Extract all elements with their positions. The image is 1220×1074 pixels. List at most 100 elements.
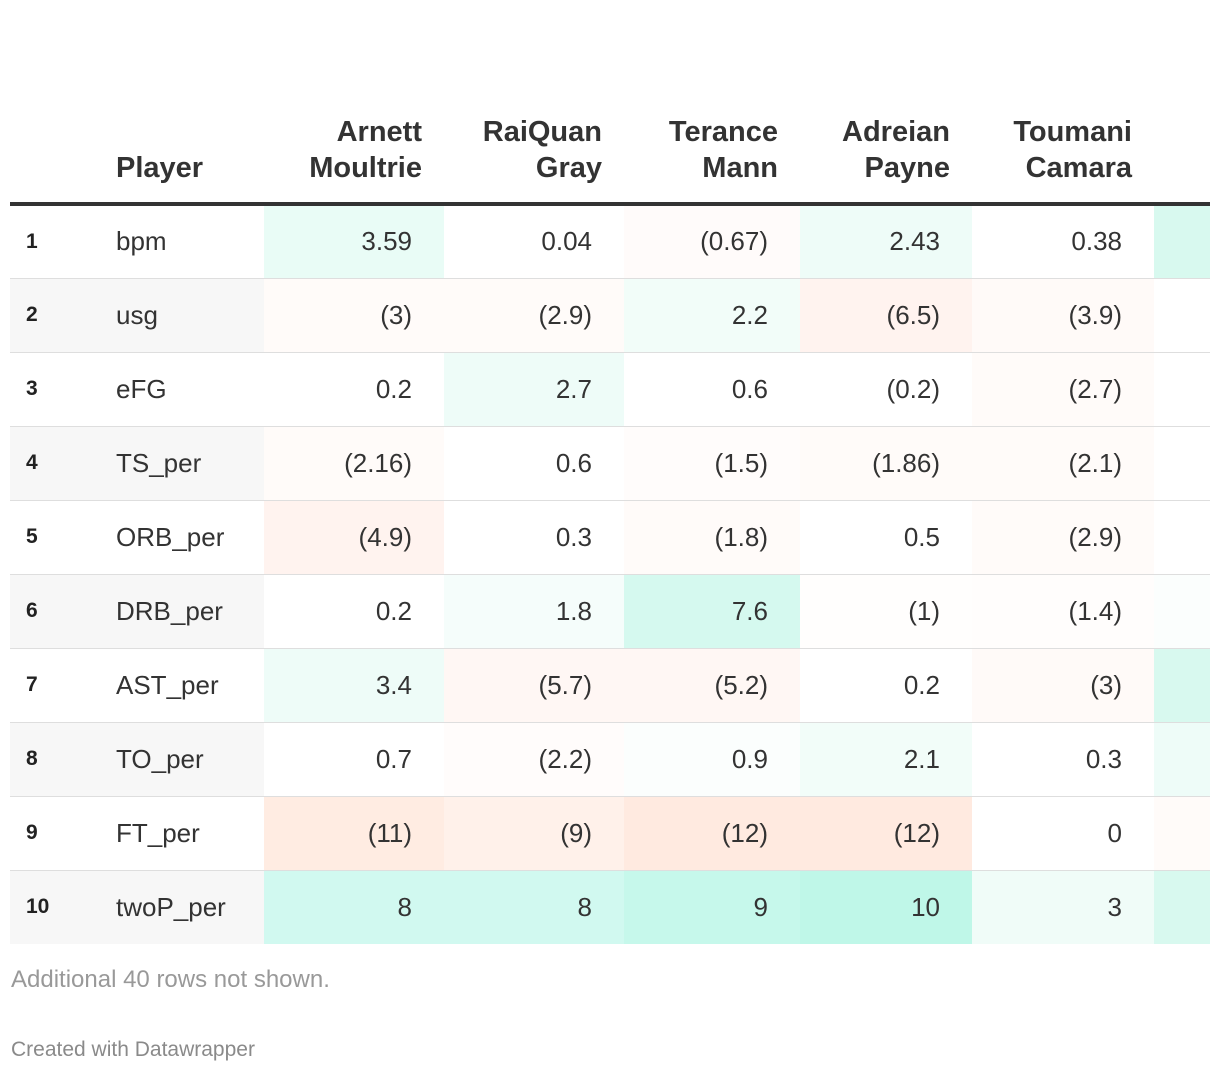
header-row: Player Arnett Moultrie RaiQuan Gray Terance Ma…: [10, 104, 1210, 206]
value-cell: (2.9): [444, 278, 624, 353]
value-cell: 3.59: [264, 204, 444, 279]
datawrapper-credit: Created with Datawrapper: [11, 1038, 255, 1061]
value-cell: (12): [800, 796, 972, 871]
column-header-player-4[interactable]: Adreian Payne: [800, 104, 972, 206]
value-cell: (5.7): [444, 648, 624, 723]
value-cell: 7.6: [624, 574, 800, 649]
row-stat-cell: FT_per: [96, 796, 264, 871]
value-cell: 2.1: [800, 722, 972, 797]
value-cell: (2.1): [972, 426, 1154, 501]
value-cell: (1.8): [624, 500, 800, 575]
row-stat-cell: TO_per: [96, 722, 264, 797]
value-cell: 0.3: [972, 722, 1154, 797]
value-cell: (0.2): [800, 352, 972, 427]
value-cell: (1): [800, 574, 972, 649]
value-cell: [1154, 426, 1210, 501]
column-header-player-3[interactable]: Terance Mann: [624, 104, 800, 206]
value-cell: [1154, 870, 1210, 944]
table-row: 10 twoP_per 8 8 9 10 3: [10, 870, 1210, 944]
table-row: 3 eFG 0.2 2.7 0.6 (0.2) (2.7): [10, 352, 1210, 427]
row-rank-cell: 4: [10, 426, 96, 501]
data-table: Player Arnett Moultrie RaiQuan Gray Terance Ma…: [10, 104, 1210, 944]
column-header-player-6[interactable]: H: [1154, 104, 1210, 206]
table-notes: Additional 40 rows not shown.: [11, 966, 330, 993]
value-cell: 2.43: [800, 204, 972, 279]
value-cell: 0.3: [444, 500, 624, 575]
column-header-player[interactable]: Player: [96, 104, 264, 206]
row-rank-cell: 7: [10, 648, 96, 723]
value-cell: (3): [264, 278, 444, 353]
value-cell: 0.5: [800, 500, 972, 575]
value-cell: 10: [800, 870, 972, 944]
value-cell: 0.2: [264, 352, 444, 427]
value-cell: (4.9): [264, 500, 444, 575]
value-cell: 0.9: [624, 722, 800, 797]
table-row: 7 AST_per 3.4 (5.7) (5.2) 0.2 (3): [10, 648, 1210, 723]
value-cell: [1154, 574, 1210, 649]
row-stat-cell: usg: [96, 278, 264, 353]
value-cell: [1154, 796, 1210, 871]
value-cell: 9: [624, 870, 800, 944]
value-cell: 3: [972, 870, 1154, 944]
value-cell: (1.5): [624, 426, 800, 501]
row-stat-cell: ORB_per: [96, 500, 264, 575]
table-row: 8 TO_per 0.7 (2.2) 0.9 2.1 0.3: [10, 722, 1210, 797]
value-cell: 2.7: [444, 352, 624, 427]
value-cell: 0.6: [444, 426, 624, 501]
value-cell: 0.2: [264, 574, 444, 649]
value-cell: 1.8: [444, 574, 624, 649]
value-cell: 0.04: [444, 204, 624, 279]
column-header-rank[interactable]: [10, 104, 96, 206]
value-cell: 0.6: [624, 352, 800, 427]
value-cell: (2.2): [444, 722, 624, 797]
table-row: 2 usg (3) (2.9) 2.2 (6.5) (3.9): [10, 278, 1210, 353]
row-rank-cell: 6: [10, 574, 96, 649]
value-cell: 0.7: [264, 722, 444, 797]
table-row: 6 DRB_per 0.2 1.8 7.6 (1) (1.4): [10, 574, 1210, 649]
table-body: 1 bpm 3.59 0.04 (0.67) 2.43 0.38 2 usg (3) (2.9) 2.…: [10, 204, 1210, 944]
row-stat-cell: AST_per: [96, 648, 264, 723]
value-cell: (1.4): [972, 574, 1154, 649]
column-header-player-5[interactable]: Toumani Camara: [972, 104, 1154, 206]
table-row: 5 ORB_per (4.9) 0.3 (1.8) 0.5 (2.9): [10, 500, 1210, 575]
value-cell: [1154, 722, 1210, 797]
row-rank-cell: 5: [10, 500, 96, 575]
column-header-player-2[interactable]: RaiQuan Gray: [444, 104, 624, 206]
value-cell: 2.2: [624, 278, 800, 353]
value-cell: 8: [444, 870, 624, 944]
row-rank-cell: 3: [10, 352, 96, 427]
value-cell: [1154, 500, 1210, 575]
value-cell: 0.2: [800, 648, 972, 723]
value-cell: [1154, 204, 1210, 279]
value-cell: (11): [264, 796, 444, 871]
column-header-player-1[interactable]: Arnett Moultrie: [264, 104, 444, 206]
row-rank-cell: 2: [10, 278, 96, 353]
value-cell: (2.16): [264, 426, 444, 501]
data-table-container: Player Arnett Moultrie RaiQuan Gray Terance Ma…: [10, 104, 1210, 948]
value-cell: [1154, 278, 1210, 353]
value-cell: (2.9): [972, 500, 1154, 575]
value-cell: 3.4: [264, 648, 444, 723]
table-header: Player Arnett Moultrie RaiQuan Gray Terance Ma…: [10, 104, 1210, 206]
value-cell: (12): [624, 796, 800, 871]
row-rank-cell: 10: [10, 870, 96, 944]
value-cell: 0: [972, 796, 1154, 871]
row-rank-cell: 1: [10, 204, 96, 279]
row-stat-cell: eFG: [96, 352, 264, 427]
table-row: 4 TS_per (2.16) 0.6 (1.5) (1.86) (2.1): [10, 426, 1210, 501]
value-cell: (2.7): [972, 352, 1154, 427]
value-cell: (1.86): [800, 426, 972, 501]
value-cell: (9): [444, 796, 624, 871]
row-rank-cell: 9: [10, 796, 96, 871]
value-cell: 0.38: [972, 204, 1154, 279]
value-cell: (0.67): [624, 204, 800, 279]
value-cell: [1154, 648, 1210, 723]
value-cell: 8: [264, 870, 444, 944]
row-stat-cell: twoP_per: [96, 870, 264, 944]
value-cell: (3.9): [972, 278, 1154, 353]
table-row: 9 FT_per (11) (9) (12) (12) 0: [10, 796, 1210, 871]
row-stat-cell: TS_per: [96, 426, 264, 501]
value-cell: (3): [972, 648, 1154, 723]
row-stat-cell: bpm: [96, 204, 264, 279]
row-stat-cell: DRB_per: [96, 574, 264, 649]
